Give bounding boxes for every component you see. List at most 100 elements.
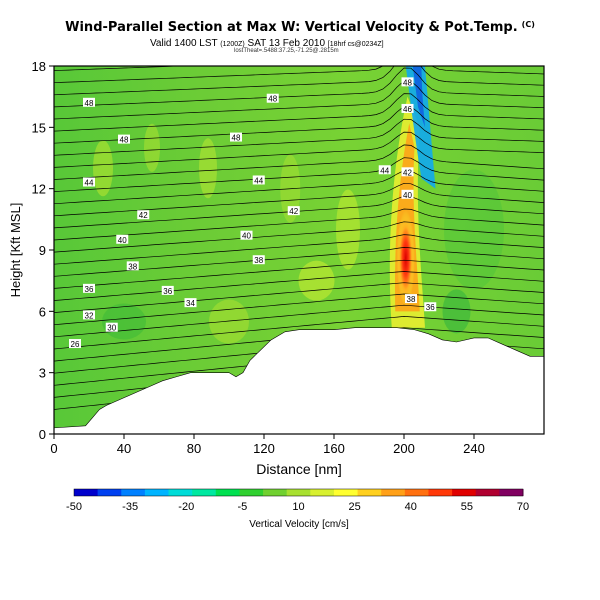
contour-label: 44 bbox=[83, 177, 95, 188]
colorbar-tick-label: 40 bbox=[405, 501, 417, 513]
y-axis: 0 3 6 9 12 15 18 bbox=[32, 59, 54, 442]
theta-contour bbox=[54, 157, 544, 192]
contour-label-text: 44 bbox=[254, 176, 263, 185]
colorbar-swatch bbox=[499, 489, 524, 496]
contour-label-text: 34 bbox=[186, 299, 195, 308]
x-axis: 0 40 80 120 160 200 240 bbox=[50, 434, 485, 456]
theta-contour bbox=[54, 66, 189, 71]
colorbar-swatch bbox=[239, 489, 264, 496]
colorbar-swatch bbox=[381, 489, 406, 496]
contour-label: 36 bbox=[83, 283, 95, 294]
contour-label-text: 46 bbox=[403, 105, 412, 114]
contour-label: 42 bbox=[401, 167, 414, 177]
contour-label: 48 bbox=[401, 77, 414, 87]
velocity-field-features bbox=[93, 66, 504, 344]
theta-contour bbox=[54, 316, 544, 350]
copyright-mark: (C) bbox=[521, 20, 535, 29]
colorbar-tick-label: 10 bbox=[292, 501, 304, 513]
colorbar-swatch bbox=[215, 489, 240, 496]
theta-contour bbox=[54, 144, 544, 180]
theta-contour bbox=[54, 56, 544, 59]
contour-label-text: 38 bbox=[128, 262, 137, 271]
valid-date: SAT 13 Feb 2010 bbox=[247, 38, 326, 49]
x-axis-label: Distance [nm] bbox=[256, 461, 342, 477]
field-blob bbox=[336, 189, 360, 270]
contour-label: 42 bbox=[137, 210, 150, 220]
plot-area: 48 48 48 48 48 46 44 44 44 42 42 42 40 40 40 38 38 36 36 34… bbox=[54, 56, 544, 434]
contour-label-bg bbox=[401, 103, 414, 113]
forecast-run: [18hrf cs@0234Z] bbox=[327, 41, 384, 48]
colorbar: -50 -35 -20 -5 10 25 40 55 70 bbox=[66, 488, 529, 513]
field-blob bbox=[444, 169, 504, 290]
theta-contour bbox=[54, 259, 544, 289]
y-tick-label: 0 bbox=[39, 427, 46, 442]
theta-contour bbox=[54, 182, 544, 217]
theta-contour bbox=[54, 66, 544, 84]
colorbar-tick-label: 55 bbox=[461, 501, 473, 513]
colorbar-swatch bbox=[452, 489, 477, 496]
contour-label-text: 44 bbox=[380, 166, 389, 175]
colorbar-frame bbox=[73, 488, 524, 497]
theta-contour bbox=[54, 66, 544, 96]
contour-label-text: 36 bbox=[85, 285, 94, 294]
theta-contour bbox=[54, 67, 544, 108]
contour-label-text: 48 bbox=[120, 136, 129, 145]
theta-contour bbox=[54, 271, 544, 301]
chart-subtitle: Valid 1400 LST (1200Z) SAT 13 Feb 2010 [… bbox=[150, 38, 384, 49]
contour-label: 46 bbox=[401, 103, 414, 114]
y-tick-label: 12 bbox=[32, 182, 46, 197]
colorbar-label: Vertical Velocity [cm/s] bbox=[249, 519, 349, 530]
chart-title: Wind-Parallel Section at Max W: Vertical… bbox=[0, 20, 600, 35]
contour-label-bg bbox=[401, 77, 414, 87]
contour-label-bg bbox=[83, 177, 95, 187]
contour-label-bg bbox=[83, 283, 95, 293]
colorbar-swatch bbox=[121, 489, 146, 496]
contour-label-bg bbox=[184, 298, 197, 308]
contour-label-text: 44 bbox=[85, 179, 94, 188]
updraft-max bbox=[396, 210, 415, 307]
colorbar-tick-label: -20 bbox=[178, 501, 194, 513]
contour-label: 34 bbox=[184, 298, 197, 308]
contour-label: 44 bbox=[378, 165, 391, 175]
contour-label-text: 48 bbox=[268, 95, 277, 104]
contour-label: 38 bbox=[405, 294, 417, 304]
contour-label: 42 bbox=[287, 206, 300, 216]
field-blob bbox=[199, 138, 217, 199]
contour-label: 36 bbox=[161, 285, 174, 296]
colorbar-swatch bbox=[310, 489, 335, 496]
colorbar-tick-label: -35 bbox=[122, 501, 138, 513]
contour-label-text: 36 bbox=[163, 287, 172, 296]
contour-label-text: 48 bbox=[85, 99, 94, 108]
theta-contour bbox=[54, 106, 544, 144]
colorbar-swatch bbox=[144, 489, 170, 496]
contour-label-text: 26 bbox=[71, 340, 80, 349]
colorbar-swatch bbox=[263, 489, 288, 496]
contour-label-bg bbox=[69, 339, 81, 349]
contour-label: 38 bbox=[126, 261, 139, 271]
downdraft-core bbox=[412, 66, 425, 128]
contour-label-text: 42 bbox=[289, 207, 298, 216]
contour-label-bg bbox=[83, 310, 95, 320]
field-blob bbox=[442, 289, 471, 334]
contour-label-bg bbox=[230, 132, 242, 142]
contour-label-text: 48 bbox=[232, 134, 241, 143]
contour-label-bg bbox=[83, 97, 95, 107]
contour-label: 48 bbox=[118, 134, 130, 145]
colorbar-swatch bbox=[192, 489, 217, 496]
theta-contour bbox=[54, 131, 544, 168]
y-axis-label: Height [Kft MSL] bbox=[8, 203, 23, 298]
contour-label: 40 bbox=[116, 234, 129, 245]
theta-contour bbox=[54, 118, 544, 156]
contour-label-text: 42 bbox=[403, 168, 412, 177]
field-blob bbox=[209, 299, 249, 344]
colorbar-swatch bbox=[428, 489, 453, 496]
terrain-mask bbox=[54, 327, 544, 434]
theta-contour bbox=[54, 208, 544, 241]
contour-label-bg bbox=[378, 165, 391, 175]
theta-contour bbox=[54, 170, 544, 205]
colorbar-swatch bbox=[286, 489, 311, 496]
x-tick-label: 80 bbox=[187, 441, 201, 456]
y-tick-label: 6 bbox=[39, 304, 46, 319]
theta-contour bbox=[54, 80, 544, 120]
